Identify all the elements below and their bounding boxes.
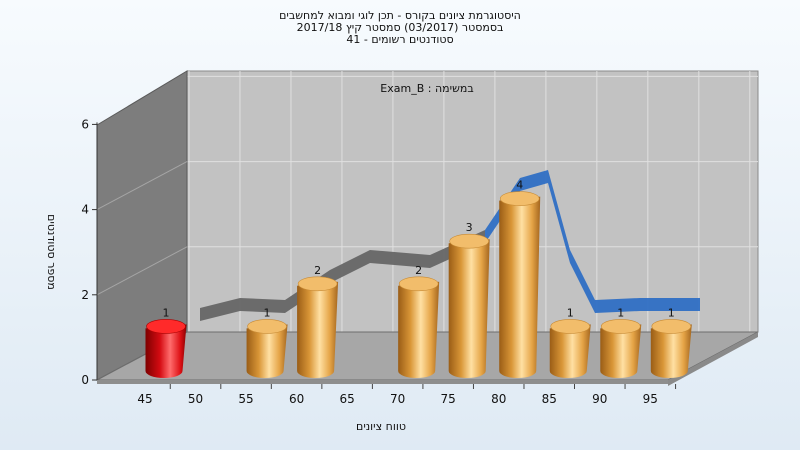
bar-value-label: 4 — [516, 179, 523, 192]
chart-title: היסטוגרמת ציונים בקורס - תכן לוגי ומבוא … — [0, 10, 800, 46]
bar-body — [499, 196, 541, 378]
x-tick-label: 85 — [542, 392, 557, 406]
bar-top — [297, 276, 338, 292]
bar-value-label: 1 — [617, 306, 624, 319]
x-tick-label: 55 — [238, 392, 253, 406]
trend-segment — [330, 250, 370, 283]
x-tick-label: 75 — [441, 392, 456, 406]
x-tick-label: 50 — [188, 392, 203, 406]
histogram-bar: 1 — [600, 306, 642, 379]
histogram-bar: 2 — [398, 264, 440, 379]
floor-front-edge — [97, 380, 668, 384]
bar-top — [600, 319, 641, 334]
y-tick-label: 6 — [81, 117, 89, 131]
bar-top — [398, 276, 439, 292]
bar-top — [499, 191, 540, 206]
histogram-bar: 1 — [246, 306, 288, 379]
bar-top — [449, 233, 489, 249]
title-line-1: היסטוגרמת ציונים בקורס - תכן לוגי ומבוא … — [279, 9, 521, 22]
histogram-bar: 1 — [650, 306, 692, 379]
bar-body — [549, 324, 591, 379]
y-axis-title: מספר סטודנטים — [45, 214, 58, 290]
bar-value-label: 2 — [314, 264, 321, 277]
bar-body — [297, 281, 339, 379]
bar-body — [448, 239, 490, 379]
bar-top — [550, 319, 591, 334]
trend-segment — [370, 250, 430, 268]
bar-top — [247, 319, 287, 334]
trend-segment — [200, 298, 240, 321]
trend-segment — [640, 298, 700, 311]
histogram-bar: 4 — [499, 179, 541, 378]
y-tick-label: 2 — [81, 288, 89, 302]
bar-value-label: 1 — [668, 306, 675, 319]
y-tick-label: 4 — [81, 203, 89, 217]
x-tick-label: 45 — [137, 392, 152, 406]
bar-body — [145, 324, 187, 379]
trend-segment — [595, 298, 640, 313]
histogram-bar: 1 — [145, 306, 187, 379]
trend-segment — [548, 170, 570, 263]
x-axis-title: טווח ציונים — [356, 420, 406, 433]
left-wall-grid — [96, 161, 188, 211]
chart-subtitle: במשימה : Exam_B — [380, 82, 473, 95]
x-tick-label: 65 — [339, 392, 354, 406]
bar-body — [600, 324, 642, 379]
left-wall-grid — [96, 246, 188, 296]
trend-segment — [240, 298, 285, 313]
histogram-bar: 3 — [448, 221, 490, 379]
bar-body — [650, 324, 692, 379]
histogram-bar: 1 — [549, 306, 591, 379]
bar-body — [246, 324, 288, 379]
bar-body — [398, 281, 440, 379]
trend-segment — [570, 250, 595, 313]
title-line-3: סטודנטים רשומים - 41 — [346, 33, 454, 46]
bar-value-label: 2 — [415, 264, 422, 277]
y-tick-label: 0 — [81, 373, 89, 387]
x-tick-label: 90 — [592, 392, 607, 406]
bar-value-label: 1 — [567, 306, 574, 319]
histogram-bar: 2 — [297, 264, 339, 379]
x-tick-label: 60 — [289, 392, 304, 406]
x-tick-label: 95 — [643, 392, 658, 406]
bar-value-label: 3 — [466, 221, 473, 234]
floor-right-edge — [668, 332, 758, 386]
bar-top — [651, 319, 692, 334]
trend-segment — [520, 170, 548, 191]
bar-value-label: 1 — [163, 306, 170, 319]
x-tick-label: 80 — [491, 392, 506, 406]
title-line-2: בסמסטר (03/2017) סמסטר קיץ 2017/18 — [296, 21, 504, 34]
bar-top — [146, 319, 186, 334]
bar-value-label: 1 — [264, 306, 271, 319]
x-tick-label: 70 — [390, 392, 405, 406]
